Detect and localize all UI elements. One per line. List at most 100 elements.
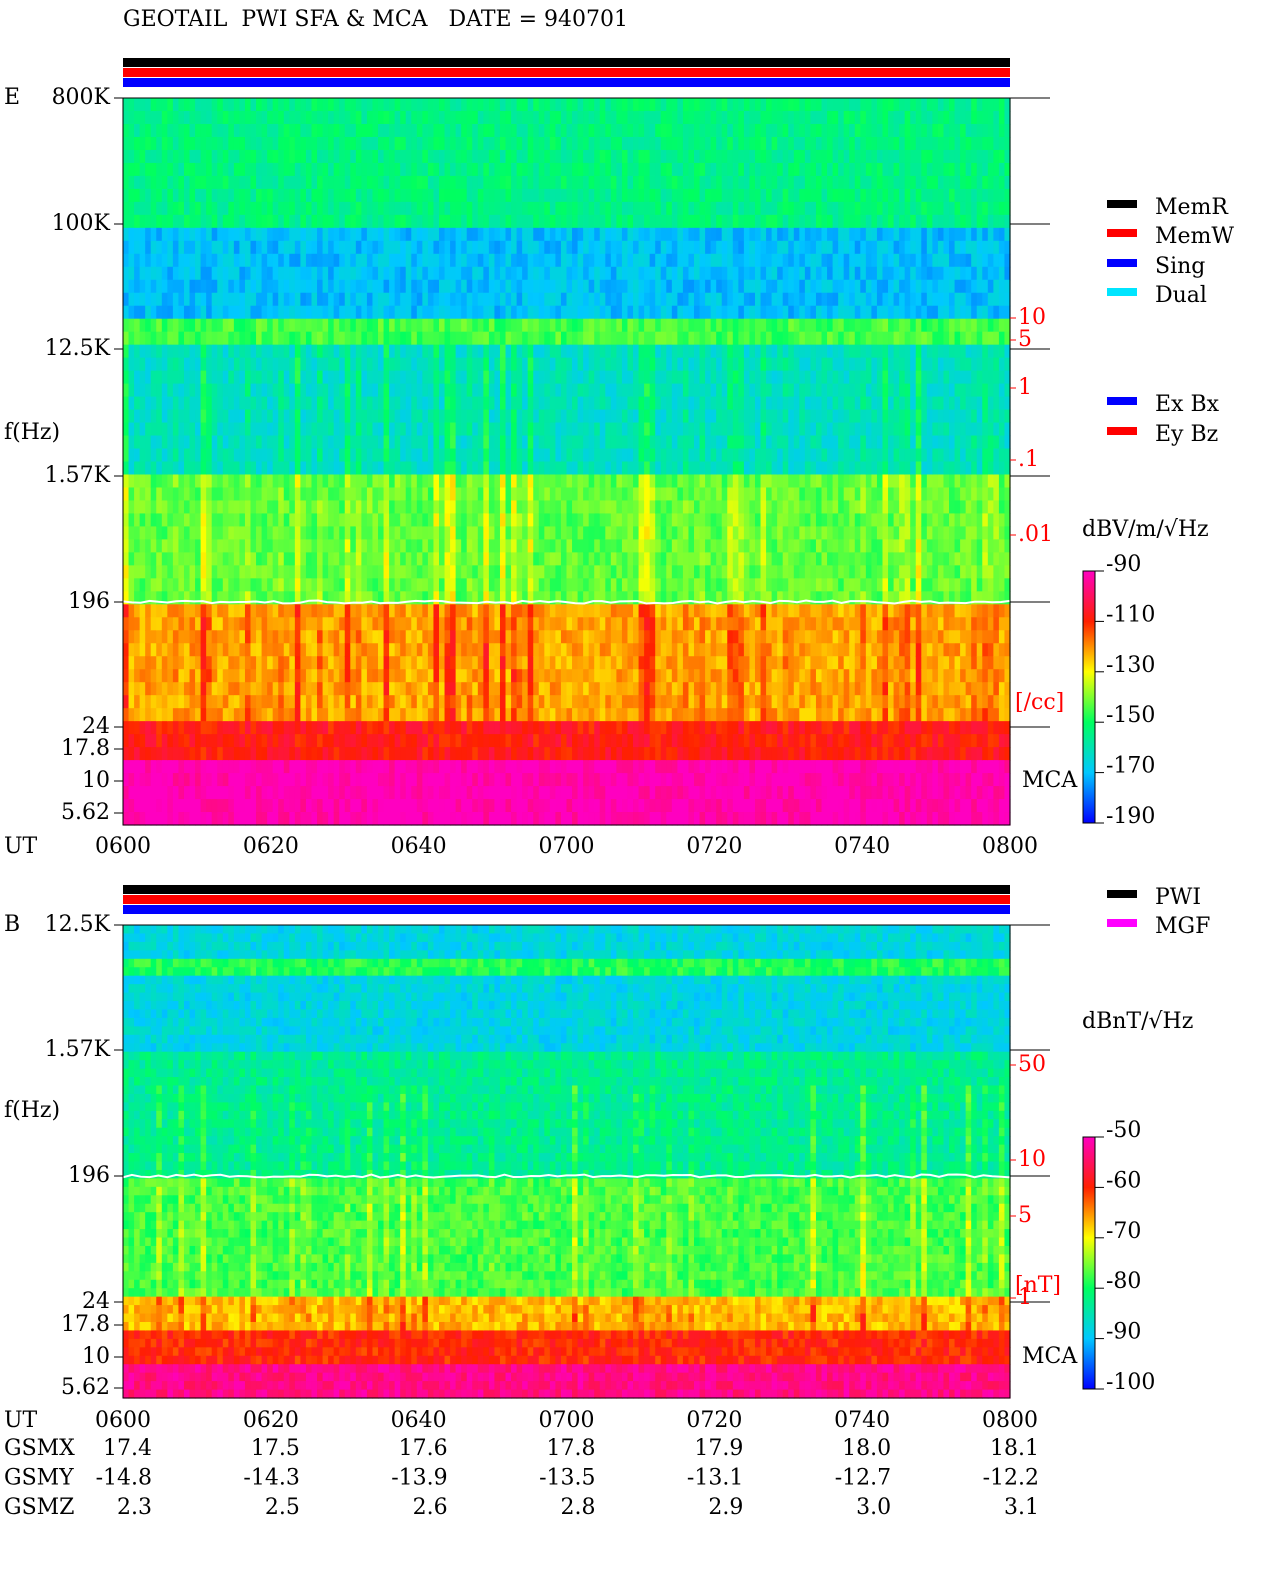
spectrogram-cell: [311, 214, 318, 229]
spectrogram-cell: [333, 448, 340, 463]
spectrogram-cell: [389, 110, 396, 125]
spectrogram-cell: [328, 162, 335, 177]
spectrogram-cell: [394, 669, 401, 683]
spectrogram-cell: [305, 305, 313, 320]
spectrogram-cell: [483, 513, 490, 528]
spectrogram-cell: [128, 162, 135, 177]
spectrogram-cell: [206, 734, 213, 748]
spectrogram-cell: [383, 643, 390, 657]
spectrogram-cell: [405, 565, 412, 579]
spectrogram-cell: [411, 474, 418, 489]
spectrogram-cell: [283, 370, 290, 385]
spectrogram-cell: [167, 500, 174, 515]
spectrogram-cell: [317, 396, 324, 411]
spectrogram-cell: [239, 214, 246, 229]
spectrogram-cell: [123, 578, 130, 592]
spectrogram-cell: [472, 500, 479, 515]
spectrogram-cell: [588, 695, 595, 709]
spectrogram-cell: [389, 565, 396, 579]
spectrogram-cell: [145, 292, 152, 307]
spectrogram-cell: [161, 188, 168, 203]
spectrogram-cell: [322, 513, 329, 528]
spectrogram-cell: [411, 812, 418, 826]
spectrogram-cell: [289, 760, 296, 774]
spectrogram-cell: [239, 591, 246, 605]
spectrogram-cell: [278, 513, 285, 528]
spectrogram-cell: [394, 513, 401, 528]
spectrogram-cell: [378, 565, 385, 579]
spectrogram-cell: [272, 435, 279, 450]
spectrogram-cell: [361, 149, 368, 164]
spectrogram-cell: [450, 734, 457, 748]
spectrogram-cell: [200, 708, 207, 722]
spectrogram-cell: [244, 565, 252, 579]
spectrogram-cell: [599, 500, 606, 515]
spectrogram-cell: [522, 747, 529, 761]
spectrogram-cell: [195, 279, 202, 294]
spectrogram-cell: [427, 175, 435, 190]
spectrogram-cell: [505, 487, 512, 502]
spectrogram-cell: [472, 513, 479, 528]
spectrogram-cell: [461, 370, 468, 385]
spectrogram-cell: [461, 240, 468, 255]
spectrogram-cell: [294, 435, 301, 450]
spectrogram-cell: [344, 318, 351, 333]
spectrogram-cell: [172, 292, 180, 307]
spectrogram-cell: [150, 357, 157, 372]
spectrogram-cell: [250, 708, 257, 722]
spectrogram-cell: [150, 162, 157, 177]
spectrogram-cell: [134, 773, 141, 787]
spectrogram-cell: [350, 370, 357, 385]
spectrogram-cell: [206, 305, 213, 320]
spectrogram-cell: [250, 396, 257, 411]
spectrogram-cell: [494, 98, 501, 112]
spectrogram-cell: [278, 799, 285, 813]
spectrogram-cell: [167, 383, 174, 398]
spectrogram-cell: [549, 539, 557, 553]
spectrogram-cell: [522, 669, 529, 683]
spectrogram-cell: [311, 747, 318, 761]
spectrogram-cell: [466, 500, 473, 515]
spectrogram-cell: [366, 721, 374, 735]
spectrogram-cell: [294, 357, 301, 372]
spectrogram-cell: [527, 318, 534, 333]
spectrogram-cell: [477, 786, 484, 800]
spectrogram-cell: [599, 422, 606, 437]
spectrogram-cell: [134, 669, 141, 683]
spectrogram-cell: [123, 266, 130, 281]
spectrogram-cell: [278, 227, 285, 242]
spectrogram-cell: [311, 98, 318, 112]
spectrogram-cell: [494, 682, 501, 696]
spectrogram-cell: [189, 292, 196, 307]
spectrogram-cell: [150, 383, 157, 398]
spectrogram-cell: [261, 552, 268, 566]
spectrogram-cell: [250, 604, 257, 618]
spectrogram-cell: [344, 760, 351, 774]
spectrogram-cell: [549, 149, 557, 164]
spectrogram-cell: [250, 370, 257, 385]
spectrogram-cell: [422, 136, 429, 151]
spectrogram-cell: [172, 786, 180, 800]
spectrogram-cell: [244, 669, 252, 683]
spectrogram-cell: [289, 487, 296, 502]
spectrogram-cell: [516, 604, 523, 618]
spectrogram-cell: [389, 396, 396, 411]
spectrogram-cell: [416, 149, 423, 164]
spectrogram-cell: [228, 214, 235, 229]
spectrogram-cell: [555, 98, 562, 112]
spectrogram-cell: [161, 799, 168, 813]
spectrogram-cell: [145, 643, 152, 657]
spectrogram-cell: [228, 669, 235, 683]
spectrogram-cell: [455, 539, 462, 553]
spectrogram-cell: [366, 552, 374, 566]
spectrogram-cell: [233, 422, 241, 437]
spectrogram-cell: [450, 695, 457, 709]
spectrogram-cell: [150, 409, 157, 424]
spectrogram-cell: [372, 175, 379, 190]
spectrogram-cell: [228, 682, 235, 696]
spectrogram-cell: [189, 526, 196, 540]
spectrogram-cell: [605, 617, 612, 631]
spectrogram: [123, 98, 1011, 826]
spectrogram-cell: [378, 539, 385, 553]
spectrogram-cell: [533, 214, 540, 229]
